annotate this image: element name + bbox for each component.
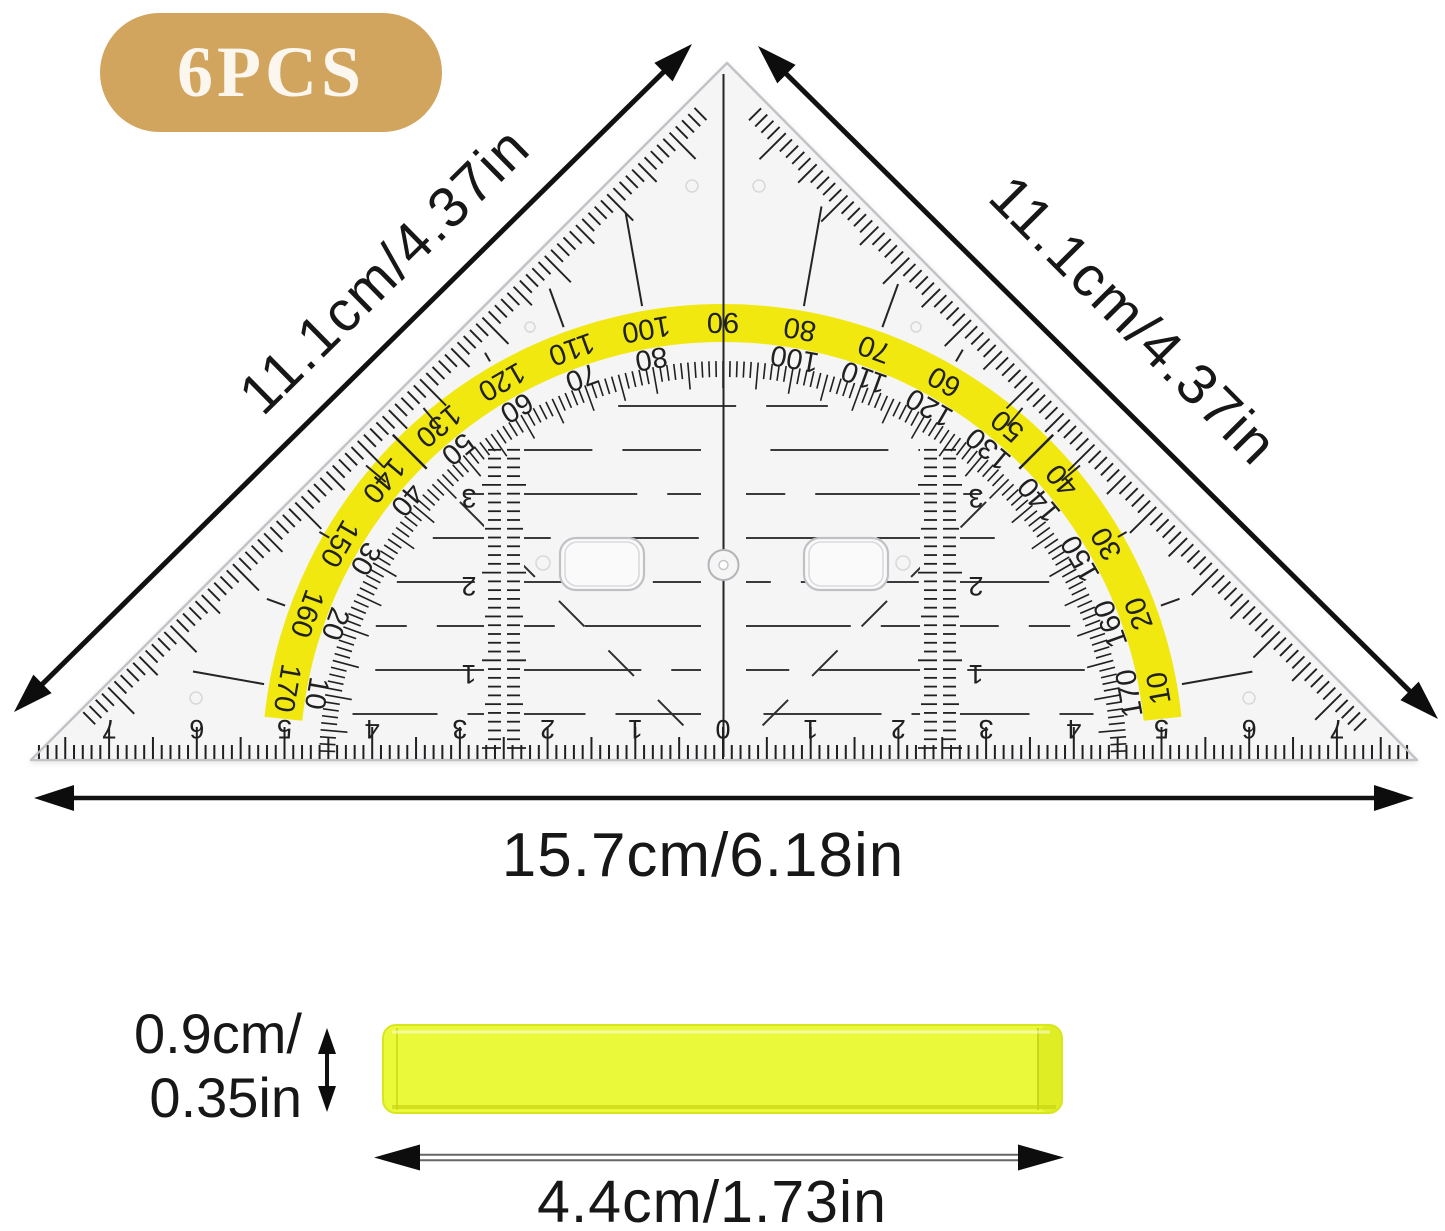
triangle-outline <box>30 62 1418 761</box>
edge-mm-ticks-right <box>748 107 1367 732</box>
dim-arrow-right-edge <box>758 46 1438 719</box>
bar-thickness-label-line2: 0.35in <box>149 1066 302 1129</box>
svg-text:2: 2 <box>540 714 555 744</box>
svg-text:6: 6 <box>189 714 204 744</box>
grip-slot-right <box>802 536 890 592</box>
grip-slot-left <box>558 536 646 592</box>
svg-text:7: 7 <box>102 714 117 744</box>
svg-text:80: 80 <box>781 310 818 347</box>
dimension-arrows <box>14 44 1438 811</box>
bar-thickness-arrow <box>318 1028 336 1112</box>
svg-text:1: 1 <box>968 659 983 689</box>
svg-text:0: 0 <box>715 714 730 744</box>
svg-text:2: 2 <box>968 571 983 601</box>
svg-text:7: 7 <box>1329 714 1344 744</box>
svg-text:10: 10 <box>298 675 335 712</box>
dim-arrow-left-edge <box>14 44 692 712</box>
svg-text:2: 2 <box>891 714 906 744</box>
svg-text:1: 1 <box>803 714 818 744</box>
svg-text:4: 4 <box>1066 714 1081 744</box>
hypotenuse-cm-scale: 7 6 5 4 3 2 1 0 1 2 3 4 5 6 7 <box>37 714 1409 760</box>
svg-text:5: 5 <box>1154 714 1169 744</box>
vertical-cm-scale-left: 1 2 3 <box>461 448 526 749</box>
svg-text:1: 1 <box>628 714 643 744</box>
diagonal-45-guides <box>459 501 987 727</box>
mold-marks <box>189 179 1256 705</box>
edge-mm-ticks-left <box>82 107 708 725</box>
svg-text:5: 5 <box>277 714 292 744</box>
bar-length-arrow <box>374 1144 1064 1171</box>
svg-text:3: 3 <box>452 714 467 744</box>
hanging-hole <box>707 549 740 581</box>
quantity-badge: 6PCS <box>100 13 442 132</box>
ruler-side-bar <box>318 1024 1064 1171</box>
svg-text:2: 2 <box>461 571 476 601</box>
dim-arrow-bottom-edge <box>34 785 1414 811</box>
vertical-cm-scale-right: 1 2 3 <box>918 448 984 749</box>
bottom-edge-dimension-label: 15.7cm/6.18in <box>502 821 904 890</box>
svg-text:10: 10 <box>1141 669 1178 706</box>
side-bar <box>382 1024 1063 1114</box>
bar-thickness-label-line1: 0.9cm/ <box>134 1002 302 1065</box>
protractor-radial-lines <box>192 206 1253 686</box>
svg-text:6: 6 <box>1242 714 1257 744</box>
svg-text:3: 3 <box>979 714 994 744</box>
svg-text:3: 3 <box>461 483 476 513</box>
svg-text:1: 1 <box>461 659 476 689</box>
svg-text:80: 80 <box>633 340 670 377</box>
svg-text:4: 4 <box>365 714 380 744</box>
svg-text:3: 3 <box>968 483 983 513</box>
quantity-badge-label: 6PCS <box>176 32 366 112</box>
protractor-tick-ring <box>319 361 1127 753</box>
bar-length-label: 4.4cm/1.73in <box>537 1169 887 1231</box>
